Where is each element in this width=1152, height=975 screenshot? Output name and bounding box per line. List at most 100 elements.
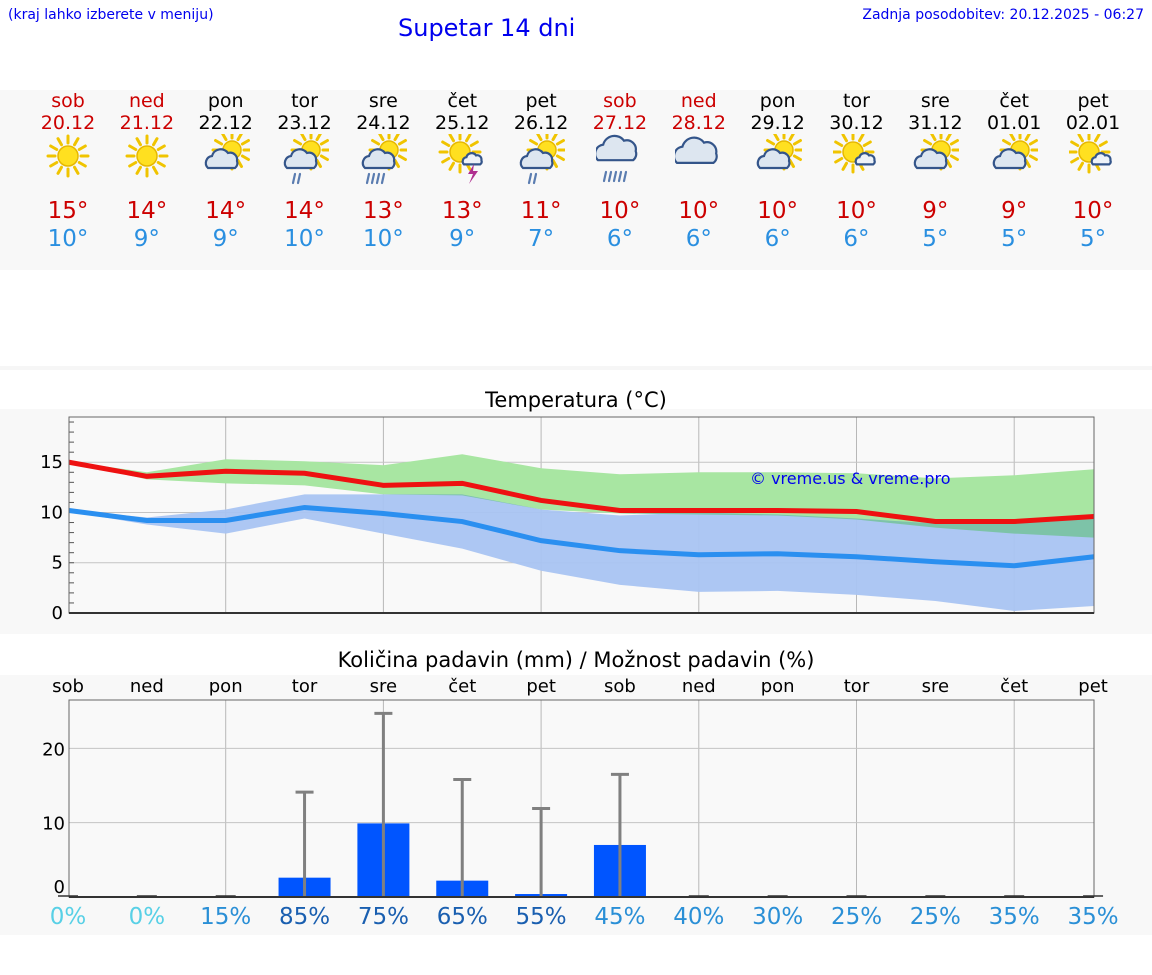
partly-cloudy-icon <box>204 134 250 171</box>
partly-cloudy-rain-icon <box>362 134 408 185</box>
sun-thunderstorm-icon <box>438 134 483 184</box>
sun-ray <box>371 139 381 146</box>
rain-drop <box>532 172 538 185</box>
day-name: ned <box>680 90 717 112</box>
sun-ray <box>536 134 543 142</box>
rain-drop <box>366 172 371 185</box>
day-name: sob <box>51 90 85 112</box>
sun-ray <box>135 137 142 147</box>
sun-ray <box>930 134 937 142</box>
sun-ray <box>240 139 250 146</box>
partly-cloudy-icon <box>756 134 802 171</box>
rain-drop <box>602 170 608 183</box>
precip-chance-label: 40% <box>673 904 725 930</box>
precip-y-tick: 10 <box>42 814 65 835</box>
sunny-icon <box>46 134 90 178</box>
sun-ray <box>56 137 63 147</box>
sun-ray <box>398 139 408 146</box>
sun-ray <box>393 134 401 142</box>
sun-small-cloud-icon <box>1069 134 1112 174</box>
sun-ray <box>378 134 385 142</box>
daily-forecast-strip: sob 20.12 15° 10° ned 21.12 14° 9° pon 22.12 14° 9°… <box>0 90 1152 270</box>
day-date: 24.12 <box>356 112 411 134</box>
min-temp: 10° <box>284 226 325 252</box>
temp-y-tick: 0 <box>52 603 63 624</box>
forecast-day: pet 02.01 10° 5° <box>1053 90 1133 270</box>
sun-ray <box>319 139 329 146</box>
rain-drop <box>296 172 301 185</box>
precip-day-label: pon <box>208 676 243 697</box>
sun-ray <box>945 134 953 142</box>
min-temp: 6° <box>606 226 633 252</box>
sun-ray <box>841 161 848 171</box>
precip-y-tick: 20 <box>42 739 65 760</box>
min-temp: 6° <box>764 226 791 252</box>
forecast-day: sre 31.12 9° 5° <box>895 90 975 270</box>
cloud-shape <box>283 148 318 170</box>
sun-ray <box>220 134 228 142</box>
max-temp: 13° <box>363 198 404 224</box>
last-updated: Zadnja posodobitev: 20.12.2025 - 06:27 <box>862 7 1144 23</box>
rain-drop <box>612 170 618 183</box>
min-temp-line <box>68 504 1095 569</box>
max-temp-line <box>68 459 1095 525</box>
day-name: pon <box>207 90 244 112</box>
sun-ray <box>551 134 559 142</box>
precip-chance-label: 35% <box>988 904 1040 930</box>
min-temp-range-band <box>69 494 1094 611</box>
rain-drop <box>622 170 628 183</box>
partly-cloudy-rain-icon <box>362 134 408 185</box>
precip-y-tick: 0 <box>54 877 65 898</box>
max-temp: 14° <box>126 198 168 224</box>
precip-chance-label: 65% <box>436 904 488 930</box>
forecast-day: čet 01.01 9° 5° <box>974 90 1054 270</box>
day-date: 23.12 <box>277 112 332 134</box>
max-temp: 10° <box>836 198 877 224</box>
min-temp: 10° <box>363 226 404 252</box>
precip-day-label: čet <box>448 676 477 697</box>
sun-ray <box>240 154 250 161</box>
partly-cloudy-light-rain-icon <box>283 134 329 185</box>
max-temp: 9° <box>1001 198 1028 224</box>
sun-ray <box>857 134 864 143</box>
sun-ray <box>151 137 159 147</box>
rain-drop <box>607 170 613 183</box>
day-name: tor <box>291 90 318 112</box>
location-hint: (kraj lahko izberete v meniju) <box>8 7 214 23</box>
sun-ray <box>555 139 566 146</box>
sun-ray <box>236 158 243 168</box>
precip-chance-label: 0% <box>128 904 166 930</box>
sun-ray <box>765 139 775 146</box>
precip-chance-label: 45% <box>594 904 646 930</box>
sun-ray <box>833 157 843 164</box>
temperature-chart-title: Temperatura (°C) <box>485 388 667 412</box>
precip-chance-label: 55% <box>515 904 567 930</box>
sun-ray <box>448 161 456 171</box>
sun-ray <box>1002 139 1012 146</box>
precip-chance-label: 25% <box>909 904 961 930</box>
cloud-shape <box>595 134 638 162</box>
precip-day-label: sre <box>369 676 398 697</box>
temp-y-tick: 5 <box>52 553 63 574</box>
rain-drop <box>527 172 533 185</box>
day-date: 31.12 <box>908 112 963 134</box>
day-name: sob <box>603 90 637 112</box>
sun-ray <box>551 158 559 168</box>
sun-ray <box>792 154 802 161</box>
max-temp: 14° <box>205 198 247 224</box>
cloud-shape <box>362 148 396 170</box>
min-temp: 10° <box>47 226 89 252</box>
forecast-day: pon 22.12 14° 9° <box>186 90 266 270</box>
sun-ray <box>1098 140 1108 147</box>
min-temp: 5° <box>1001 226 1028 252</box>
min-temp: 5° <box>922 226 949 252</box>
precip-day-label: ned <box>681 676 716 697</box>
sun-disc <box>136 145 158 167</box>
sun-ray <box>151 165 159 175</box>
sun-ray <box>555 154 566 161</box>
sun-ray <box>441 157 451 164</box>
min-temp: 6° <box>685 226 712 252</box>
precip-day-label: sob <box>52 676 84 697</box>
sun-ray <box>788 158 795 168</box>
sun-ray <box>49 144 59 151</box>
